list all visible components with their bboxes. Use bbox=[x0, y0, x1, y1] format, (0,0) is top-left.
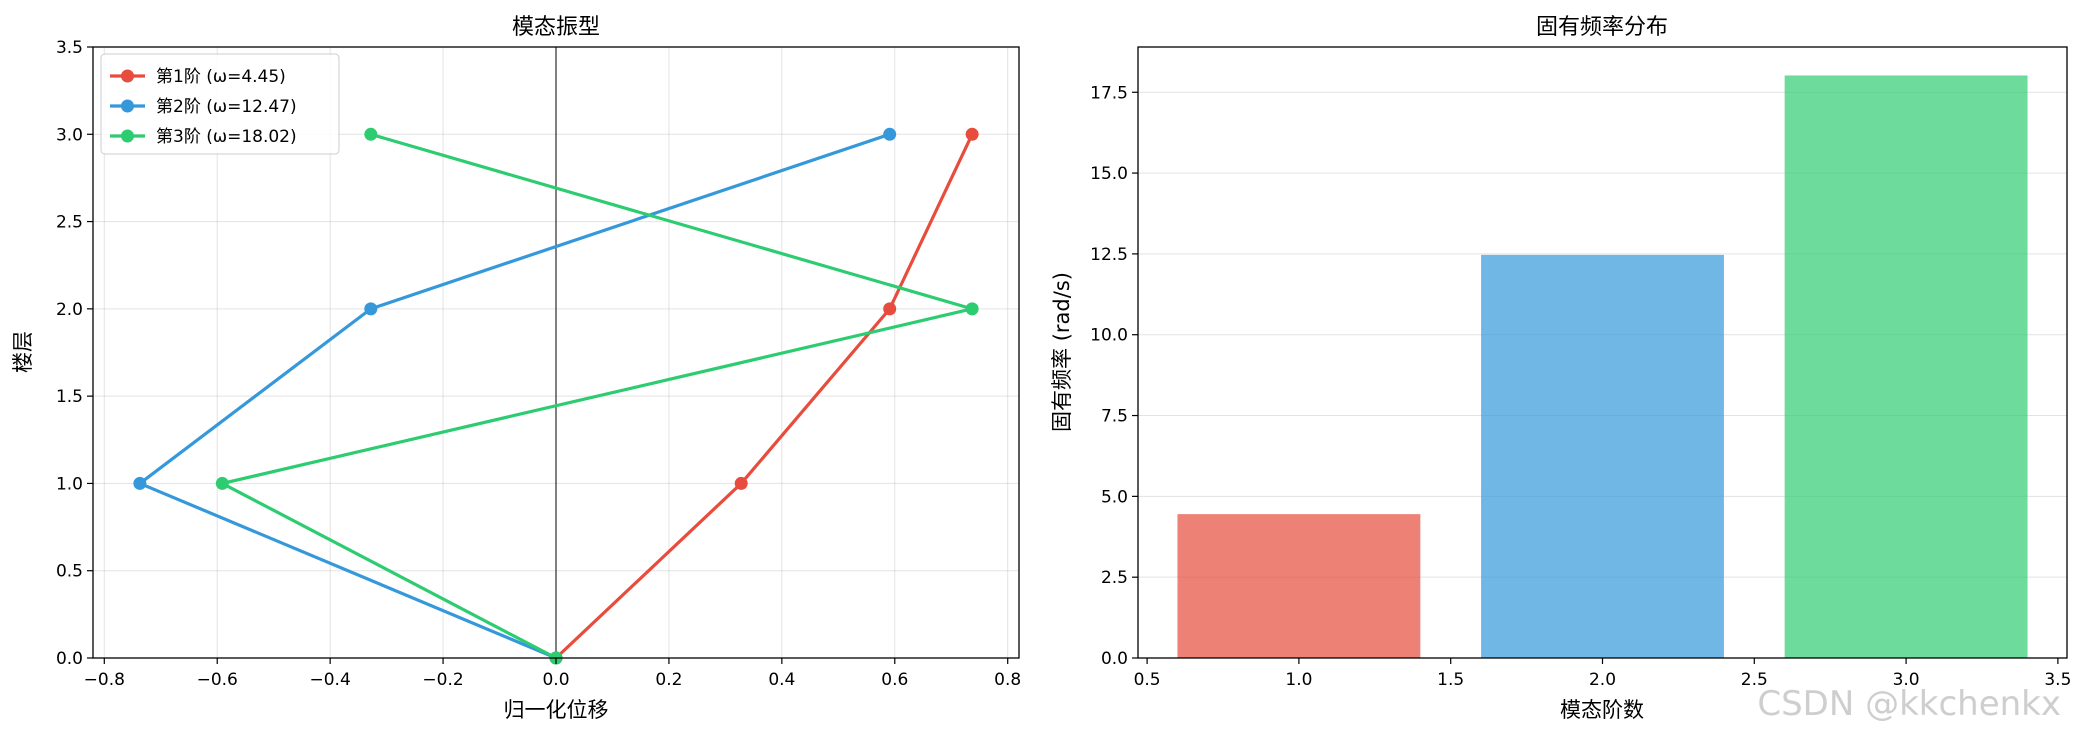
mode-1-point bbox=[965, 127, 979, 141]
x-tick-label: 2.0 bbox=[1589, 670, 1616, 690]
frequency-bar-3 bbox=[1784, 75, 2028, 659]
y-tick-label: 3.5 bbox=[56, 38, 83, 58]
y-tick-label: 15.0 bbox=[1090, 164, 1128, 184]
x-tick-label: 2.5 bbox=[1741, 670, 1768, 690]
x-tick-label: −0.6 bbox=[197, 670, 238, 690]
legend-label: 第1阶 (ω=4.45) bbox=[156, 67, 286, 87]
y-tick-label: 5.0 bbox=[1101, 487, 1128, 507]
y-tick-label: 12.5 bbox=[1090, 245, 1128, 265]
mode-1-line bbox=[554, 133, 974, 660]
y-tick-label: 2.5 bbox=[56, 213, 83, 233]
mode-3-point bbox=[215, 476, 229, 490]
mode-shape-chart: 模态振型 −0.8 −0.6 −0.4 −0.2 0.0 0.2 0.4 0.6 0.8 0.0 0… bbox=[11, 15, 1021, 722]
legend-marker bbox=[121, 129, 134, 143]
y-tick-label: 1.0 bbox=[56, 474, 83, 494]
x-tick-label: 3.0 bbox=[1893, 670, 1920, 690]
y-tick-label: 10.0 bbox=[1090, 326, 1128, 346]
y-tick-label: 3.0 bbox=[56, 125, 83, 145]
mode-shape-xlabel: 归一化位移 bbox=[504, 698, 609, 722]
x-tick-label: −0.2 bbox=[422, 670, 463, 690]
y-tick-label: 2.5 bbox=[1101, 568, 1128, 588]
mode-shape-legend: 第1阶 (ω=4.45) 第2阶 (ω=12.47) 第3阶 (ω=18.02) bbox=[100, 53, 340, 155]
y-tick-label: 0.0 bbox=[1101, 649, 1128, 669]
legend-marker bbox=[121, 69, 134, 83]
x-tick-label: 0.0 bbox=[542, 670, 569, 690]
watermark: CSDN @kkchenkx bbox=[1757, 684, 2061, 724]
mode-1-point bbox=[734, 476, 748, 490]
x-tick-label: 0.6 bbox=[881, 670, 908, 690]
mode-shape-frame bbox=[92, 46, 1020, 659]
y-tick-label: 2.0 bbox=[56, 300, 83, 320]
x-tick-label: −0.4 bbox=[310, 670, 351, 690]
y-tick-label: 7.5 bbox=[1101, 407, 1128, 427]
x-tick-label: 0.8 bbox=[994, 670, 1021, 690]
y-tick-label: 0.5 bbox=[56, 562, 83, 582]
x-tick-label: 1.0 bbox=[1285, 670, 1312, 690]
y-tick-label: 0.0 bbox=[56, 649, 83, 669]
frequency-xlabel: 模态阶数 bbox=[1560, 698, 1644, 722]
y-tick-label: 1.5 bbox=[56, 387, 83, 407]
x-tick-label: 1.5 bbox=[1437, 670, 1464, 690]
mode-3-line bbox=[220, 132, 974, 660]
mode-shape-ylabel: 楼层 bbox=[11, 331, 35, 373]
legend-marker bbox=[121, 99, 134, 113]
frequency-chart: 固有频率分布 0.0 2.5 5.0 7.5 10.0 12.5 15.0 17.5 0.5 1.… bbox=[1050, 15, 2071, 722]
frequency-frame bbox=[1137, 46, 2068, 659]
legend-box bbox=[100, 53, 340, 155]
x-tick-label: 0.2 bbox=[655, 670, 682, 690]
mode-3-point bbox=[364, 127, 378, 141]
mode-2-point bbox=[883, 127, 897, 141]
frequency-ylabel: 固有频率 (rad/s) bbox=[1050, 272, 1074, 432]
y-tick-label: 17.5 bbox=[1090, 83, 1128, 103]
mode-shape-title: 模态振型 bbox=[512, 15, 600, 40]
x-tick-label: 3.5 bbox=[2044, 670, 2071, 690]
legend-label: 第2阶 (ω=12.47) bbox=[156, 97, 297, 117]
x-tick-label: 0.4 bbox=[768, 670, 795, 690]
legend-label: 第3阶 (ω=18.02) bbox=[156, 127, 297, 147]
mode-2-point bbox=[364, 302, 378, 316]
frequency-bar-1 bbox=[1177, 514, 1421, 658]
x-tick-label: 0.5 bbox=[1134, 670, 1161, 690]
mode-3-point bbox=[965, 302, 979, 316]
frequency-bar-2 bbox=[1481, 254, 1724, 658]
mode-2-line bbox=[138, 132, 891, 660]
x-tick-label: −0.8 bbox=[84, 670, 125, 690]
frequency-title: 固有频率分布 bbox=[1536, 15, 1668, 40]
mode-2-point bbox=[133, 476, 147, 490]
mode-1-point bbox=[883, 302, 897, 316]
